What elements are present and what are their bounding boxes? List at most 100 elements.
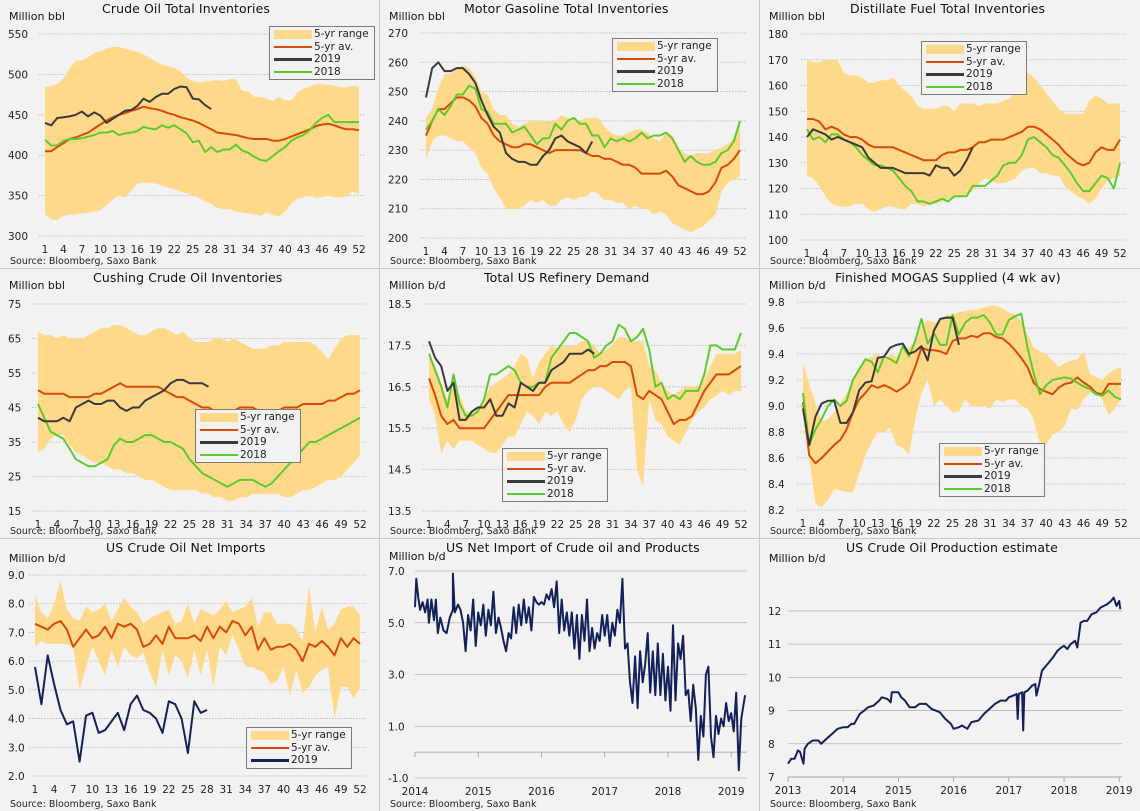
x-tick-label: 43 [1058, 248, 1071, 260]
legend-swatch-range [926, 44, 964, 54]
x-tick-label: 4 [441, 246, 448, 258]
series-5yr-avg [807, 118, 1121, 167]
legend-swatch-2018 [944, 487, 982, 490]
legend-swatch-2019 [617, 70, 655, 73]
x-tick-label: 7 [462, 519, 469, 531]
y-axis-label: Million b/d [389, 550, 446, 563]
series-5yr-avg [45, 105, 360, 153]
x-tick-label: 2015 [885, 785, 912, 797]
x-tick-label: 1 [426, 519, 433, 531]
x-tick-label: 40 [1040, 248, 1053, 260]
y-tick-label: 75 [8, 299, 21, 311]
y-tick-label: 8.6 [768, 453, 785, 465]
y-tick-label: 260 [388, 57, 408, 69]
chart-legend: 5-yr range 5-yr av. 2019 [246, 727, 352, 769]
x-tick-label: 46 [315, 519, 329, 531]
x-tick-label: 52 [734, 519, 747, 531]
x-tick-label: 34 [1002, 518, 1016, 530]
x-tick-label: 13 [493, 246, 506, 258]
y-tick-label: 7.0 [388, 566, 405, 578]
x-tick-label: 46 [698, 519, 712, 531]
series-2018 [37, 403, 361, 488]
legend-item-2019: 2019 [251, 754, 346, 767]
legend-item-2019: 2019 [200, 436, 295, 449]
x-tick-label: 46 [1076, 248, 1090, 260]
x-tick-label: 25 [948, 248, 961, 260]
range-band [807, 59, 1120, 212]
y-tick-label: 11 [768, 639, 781, 651]
legend-swatch-avg [507, 467, 545, 470]
chart-svg-netimports: 2.0 3.0 4.0 5.0 6.0 7.0 8.0 9.0 1 4 7 10 13 16 19 22 25 2… [8, 570, 367, 796]
y-tick-label: 10 [768, 672, 781, 684]
legend-swatch-2019 [944, 475, 982, 478]
y-tick-label: 2.0 [8, 771, 25, 783]
y-tick-label: 450 [8, 110, 28, 122]
chart-svg-mogas: 8.2 8.4 8.6 8.8 9.0 9.2 9.4 9.6 9.8 1 4 7 10 13 16 19 22… [768, 297, 1128, 530]
chart-title: US Crude Oil Production estimate [846, 540, 1058, 555]
legend-item-avg: 5-yr av. [274, 41, 369, 54]
source-note: Source: Bloomberg, Saxo Bank [10, 526, 157, 537]
series-2018 [802, 312, 1122, 446]
series-2019 [44, 85, 212, 127]
series-2019 [806, 128, 974, 177]
x-tick-label: 7 [460, 246, 467, 258]
legend-item-2019: 2019 [926, 68, 1021, 81]
x-tick-label: 2019 [718, 786, 745, 798]
legend-swatch-2019 [200, 441, 238, 444]
x-tick-label: 28 [965, 518, 978, 530]
x-tick-label: 49 [334, 519, 347, 531]
y-tick-label: 350 [8, 191, 28, 203]
legend-swatch-range [200, 412, 238, 422]
panel-crude-net-imports: 2.0 3.0 4.0 5.0 6.0 7.0 8.0 9.0 1 4 7 10 13 16 19 22 25 2… [0, 539, 379, 811]
y-tick-label: 13.5 [388, 506, 411, 518]
legend-item-2019: 2019 [274, 53, 369, 66]
x-tick-label: 34 [239, 784, 253, 796]
chart-title: Finished MOGAS Supplied (4 wk av) [835, 270, 1061, 285]
series-2018 [428, 323, 742, 417]
x-tick-label: 2018 [655, 786, 682, 798]
chart-svg-crude: 300 350 400 450 500 550 1 4 7 10 13 16 19 22 25 28 31 34 3… [8, 29, 366, 256]
y-tick-label: 140 [768, 132, 788, 144]
legend-swatch-2019 [274, 58, 312, 61]
y-tick-label: 4.0 [8, 714, 25, 726]
series-2018 [44, 113, 359, 162]
chart-title: Motor Gasoline Total Inventories [464, 1, 669, 16]
chart-title: Distillate Fuel Total Inventories [850, 1, 1046, 16]
chart-svg-production: 7 8 9 10 11 12 2013 2014 2015 2016 2017 2018 2019 [768, 596, 1133, 797]
x-tick-label: 22 [551, 519, 564, 531]
x-tick-label: 52 [1113, 248, 1126, 260]
legend-swatch-2019 [507, 480, 545, 483]
y-tick-label: 270 [388, 28, 408, 40]
panel-crude-production: 7 8 9 10 11 12 2013 2014 2015 2016 2017 2018 2019 US… [760, 539, 1140, 811]
x-tick-label: 25 [567, 246, 580, 258]
panel-crude-oil-inventories: 300 350 400 450 500 550 1 4 7 10 13 16 19 22 25 28 31 34 3… [0, 0, 379, 268]
chart-svg-distillate: 100 110 120 130 140 150 160 170 180 1 4 7 10 13 16 19 22… [768, 29, 1127, 260]
y-tick-label: 65 [8, 334, 21, 346]
x-tick-label: 25 [186, 244, 199, 256]
y-tick-label: 210 [388, 204, 408, 216]
range-band [803, 305, 1121, 508]
legend-item-2018: 2018 [926, 81, 1021, 94]
series-5yr-avg [34, 619, 361, 663]
legend-item-avg: 5-yr av. [944, 458, 1039, 471]
y-axis-label: Million b/d [389, 279, 446, 292]
series-2019 [428, 340, 595, 421]
y-tick-label: 200 [388, 233, 408, 245]
y-tick-label: 550 [8, 29, 28, 41]
x-tick-label: 10 [856, 248, 869, 260]
x-tick-label: 2013 [775, 785, 802, 797]
chart-legend: 5-yr range 5-yr av. 2019 2018 [612, 38, 718, 92]
legend-item-range: 5-yr range [251, 729, 346, 742]
legend-item-avg: 5-yr av. [926, 56, 1021, 69]
y-tick-label: 300 [8, 231, 28, 243]
x-tick-label: 31 [984, 248, 997, 260]
legend-item-2018: 2018 [274, 66, 369, 79]
y-tick-label: 9.0 [768, 401, 785, 413]
legend-item-2019: 2019 [617, 65, 712, 78]
x-tick-label: 7 [840, 248, 847, 260]
legend-item-avg: 5-yr av. [617, 53, 712, 66]
y-tick-label: 1.0 [388, 721, 405, 733]
y-tick-label: 160 [768, 81, 788, 93]
y-tick-label: -1.0 [388, 773, 409, 785]
